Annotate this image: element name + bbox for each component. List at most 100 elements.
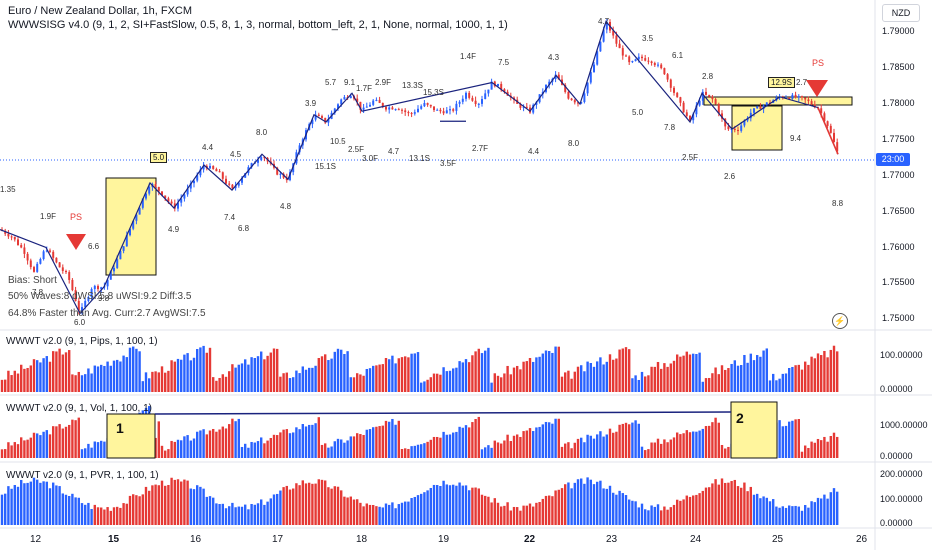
- pvr-bar: [228, 506, 231, 525]
- pips-bar: [823, 350, 826, 392]
- vol-bar: [234, 421, 237, 458]
- vol-bar: [567, 442, 570, 458]
- vol-bar: [215, 431, 218, 458]
- candle-body: [647, 60, 650, 62]
- pips-bar: [605, 361, 608, 392]
- candle-body: [157, 187, 160, 192]
- pips-bar: [4, 379, 7, 392]
- pvr-bar: [669, 507, 672, 525]
- vol-bar: [471, 422, 474, 458]
- pips-bar: [356, 373, 359, 392]
- vol-pane-title[interactable]: WWWT v2.0 (9, 1, Vol, 1, 100, 1): [6, 403, 152, 414]
- vol-bar: [439, 437, 442, 458]
- pvr-bar: [628, 499, 631, 525]
- pvr-bar: [704, 487, 708, 525]
- pips-bar: [154, 371, 157, 392]
- lightning-icon[interactable]: ⚡: [832, 313, 848, 329]
- candle-body: [77, 300, 80, 311]
- pvr-bar: [410, 498, 413, 525]
- candle-body: [660, 64, 663, 69]
- vol-bar: [20, 437, 23, 458]
- pvr-bar: [474, 487, 477, 525]
- pips-bar: [413, 353, 416, 392]
- pips-bar: [669, 363, 672, 392]
- pips-bar: [48, 361, 52, 392]
- candle-body: [68, 272, 71, 280]
- pvr-bar: [746, 491, 749, 525]
- pvr-bar: [429, 487, 432, 525]
- vol-bar: [570, 448, 573, 458]
- candle-body: [439, 109, 442, 112]
- pvr-bar: [836, 491, 839, 525]
- wave-label: 15.1S: [315, 162, 336, 171]
- time-axis-label: 15: [108, 534, 120, 545]
- vol-bar: [695, 431, 698, 458]
- time-axis-label: 19: [438, 534, 450, 545]
- candle-body: [676, 92, 679, 98]
- candle-body: [461, 98, 464, 102]
- pips-bar: [276, 348, 279, 392]
- vol-bar: [586, 434, 589, 458]
- pips-bar: [285, 372, 288, 392]
- candle-body: [650, 61, 653, 63]
- candle-body: [250, 163, 253, 168]
- candle-body: [241, 177, 243, 183]
- pips-bar: [138, 351, 141, 392]
- pvr-bar: [311, 483, 314, 525]
- vol-bar: [653, 442, 656, 458]
- pips-bar: [522, 361, 525, 392]
- pips-bar: [208, 347, 212, 392]
- pvr-bar: [496, 502, 500, 525]
- pvr-bar: [359, 502, 362, 525]
- price-axis-label: 1.77000: [882, 169, 915, 180]
- pvr-bar: [106, 507, 109, 525]
- candle-body: [557, 74, 560, 80]
- candle-body: [33, 267, 35, 272]
- pvr-bar: [4, 493, 7, 525]
- pips-bar: [109, 365, 112, 392]
- pvr-bar: [554, 490, 557, 525]
- pips-bar: [704, 378, 708, 392]
- pvr-bar: [573, 482, 576, 525]
- vol-bar: [717, 422, 720, 458]
- pips-bar: [416, 352, 420, 392]
- pvr-bar: [52, 482, 55, 525]
- currency-badge[interactable]: NZD: [882, 4, 920, 22]
- pips-bar: [493, 373, 496, 392]
- candle-body: [458, 101, 461, 104]
- candle-body: [138, 207, 141, 215]
- pips-bar: [727, 368, 730, 392]
- pips-pane-title[interactable]: WWWT v2.0 (9, 1, Pips, 1, 100, 1): [6, 336, 158, 347]
- pips-bar: [84, 374, 87, 392]
- vol-axis-label: 0.00000: [880, 451, 913, 461]
- candle-body: [29, 260, 32, 268]
- projection-line: [817, 107, 839, 155]
- pvr-bar: [132, 494, 135, 525]
- pvr-bar: [13, 485, 16, 525]
- vol-bar: [487, 445, 490, 458]
- pips-bar: [570, 378, 573, 392]
- pvr-bar: [631, 500, 634, 525]
- pips-bar: [160, 366, 164, 392]
- pvr-bar: [231, 502, 234, 525]
- candle-body: [244, 173, 247, 178]
- pvr-bar: [599, 480, 602, 525]
- pvr-pane-title[interactable]: WWWT v2.0 (9, 1, PVR, 1, 100, 1): [6, 470, 159, 481]
- candle-body: [87, 296, 90, 301]
- vol-bar: [804, 445, 807, 458]
- vol-bar: [519, 436, 522, 458]
- vol-bar: [669, 439, 672, 458]
- pvr-bar: [96, 507, 100, 525]
- indicator-label[interactable]: WWWSISG v4.0 (9, 1, 2, SI+FastSlow, 0.5,…: [8, 19, 508, 31]
- pvr-bar: [160, 480, 164, 525]
- candle-body: [737, 130, 739, 132]
- vol-bar: [807, 447, 810, 458]
- candle-body: [765, 102, 768, 106]
- candle-body: [36, 263, 39, 272]
- pvr-bar: [807, 507, 810, 525]
- vol-bar: [836, 436, 839, 458]
- pips-bar: [676, 354, 679, 392]
- pips-bar: [164, 372, 167, 392]
- candle-body: [17, 239, 19, 246]
